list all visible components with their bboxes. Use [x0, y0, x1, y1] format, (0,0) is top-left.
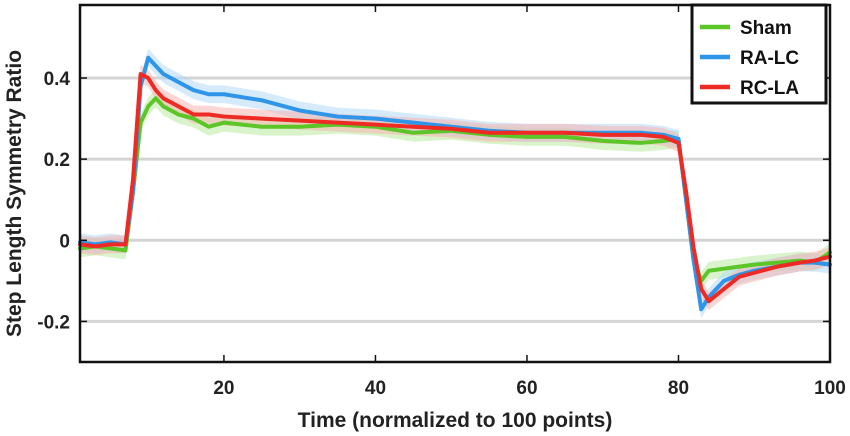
line-sham [78, 96, 832, 283]
x-axis-ticks: 20 40 60 80 100 [213, 5, 846, 399]
y-tick-label: 0 [59, 231, 70, 252]
x-tick-label: 40 [365, 378, 386, 399]
legend: Sham RA-LC RC-LA [690, 3, 828, 105]
legend-label-sham: Sham [740, 18, 792, 39]
series-lines [78, 55, 832, 312]
legend-label-rc-la: RC-LA [740, 78, 799, 99]
y-tick-label: 0.4 [44, 69, 71, 90]
legend-label-ra-lc: RA-LC [740, 48, 799, 69]
x-tick-label: 80 [668, 378, 689, 399]
x-axis-label: Time (normalized to 100 points) [298, 409, 613, 432]
y-tick-label: -0.2 [37, 312, 70, 333]
x-tick-label: 20 [213, 378, 234, 399]
line-rc-la [78, 71, 832, 304]
x-tick-label: 100 [814, 378, 846, 399]
line-ra-lc [78, 55, 832, 312]
x-tick-label: 60 [516, 378, 537, 399]
y-axis-label: Step Length Symmetry Ratio [3, 50, 26, 337]
plot-frame [78, 3, 832, 364]
y-tick-label: 0.2 [44, 150, 70, 171]
